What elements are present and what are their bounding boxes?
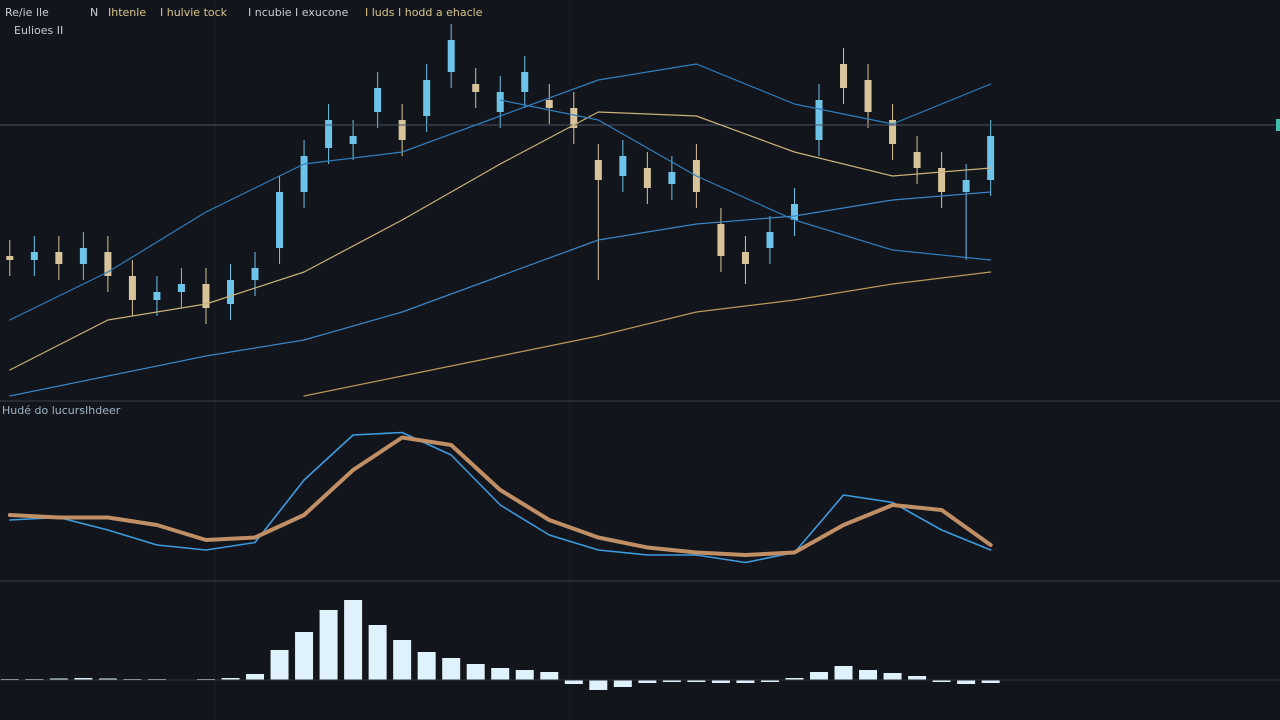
candle-body: [987, 136, 995, 180]
histogram-bar: [540, 672, 559, 680]
candle-body: [128, 276, 136, 300]
histogram-bar: [393, 640, 412, 680]
histogram-bar: [981, 680, 1000, 683]
candle-body: [815, 100, 823, 140]
indicator-line: [7, 435, 993, 557]
histogram-bar: [564, 680, 583, 684]
legend-label: I ncubie I exucone: [248, 6, 349, 19]
histogram-bar: [908, 676, 927, 680]
candle-body: [864, 80, 872, 112]
histogram-bar: [417, 652, 436, 680]
legend-label: I luds I hodd a ehacle: [365, 6, 483, 19]
histogram-bar: [442, 658, 461, 680]
candle-body: [913, 152, 921, 168]
candle-body: [938, 168, 946, 192]
histogram-bar: [589, 680, 608, 690]
indicator-line: [9, 431, 992, 564]
histogram-bar: [49, 678, 68, 680]
candle-body: [472, 84, 480, 92]
histogram-bar: [344, 600, 363, 680]
candle-body: [349, 136, 357, 144]
legend-label: Re/ie lle: [5, 6, 49, 19]
histogram-bar: [515, 670, 534, 680]
indicator-line: [9, 191, 992, 397]
histogram-bar: [221, 678, 240, 680]
histogram-bar: [74, 678, 93, 680]
candle-body: [447, 40, 455, 72]
candle-body: [619, 156, 627, 176]
legend-label: Eulioes II: [14, 24, 63, 37]
candle-body: [79, 248, 87, 264]
candle-body: [545, 100, 553, 108]
histogram-bar: [295, 632, 314, 680]
histogram-bar: [957, 680, 976, 684]
candle-body: [521, 72, 529, 92]
candle-body: [325, 120, 333, 148]
candle-body: [398, 120, 406, 140]
histogram-bar: [613, 680, 632, 687]
candle-body: [423, 80, 431, 116]
histogram-bar: [491, 668, 510, 680]
candle-body: [251, 268, 259, 280]
candle-body: [766, 232, 774, 248]
candle-body: [889, 120, 897, 144]
histogram-bar: [368, 625, 387, 680]
candle-body: [55, 252, 63, 264]
histogram-bar: [834, 666, 853, 680]
candle-body: [962, 180, 970, 192]
candle-body: [276, 192, 284, 248]
candle-body: [30, 252, 38, 260]
price-marker: [1276, 119, 1280, 131]
candle-body: [570, 108, 578, 128]
candle-body: [496, 92, 504, 112]
candle-body: [594, 160, 602, 180]
histogram-bar: [736, 680, 755, 683]
candle-body: [104, 252, 112, 276]
candle-body: [226, 280, 234, 304]
candle-body: [202, 284, 210, 308]
candle-body: [643, 168, 651, 188]
legend-label: Ihtenle: [108, 6, 146, 19]
histogram-bar: [711, 680, 730, 683]
candle-body: [153, 292, 161, 300]
candle-body: [790, 204, 798, 220]
histogram-bar: [687, 680, 706, 682]
histogram-bar: [932, 680, 951, 682]
indicator-line: [9, 111, 992, 371]
histogram-bar: [859, 670, 878, 680]
histogram-bar: [785, 678, 804, 680]
histogram-bar: [810, 672, 829, 680]
legend-label: N: [90, 6, 98, 19]
histogram-bar: [662, 680, 681, 682]
candle-body: [374, 88, 382, 112]
histogram-bar: [246, 674, 265, 680]
candle-body: [840, 64, 848, 88]
histogram-bar: [883, 673, 902, 680]
candle-body: [300, 156, 308, 192]
indicator-line: [9, 63, 992, 321]
histogram-bar: [98, 678, 117, 680]
indicator-line: [499, 99, 992, 261]
candle-body: [177, 284, 185, 292]
candle-body: [668, 172, 676, 184]
candle-body: [6, 256, 14, 260]
legend-label: Ihdeer: [85, 404, 121, 417]
candle-body: [741, 252, 749, 264]
indicator-line: [303, 271, 992, 397]
histogram-bar: [466, 664, 485, 680]
histogram-bar: [638, 680, 657, 683]
histogram-bar: [760, 680, 779, 682]
legend-label: I hulvie tock: [160, 6, 228, 19]
histogram-bar: [319, 610, 338, 680]
candle-body: [717, 224, 725, 256]
legend-label: Hudé do lucurs: [2, 404, 85, 417]
histogram-bar: [270, 650, 289, 680]
